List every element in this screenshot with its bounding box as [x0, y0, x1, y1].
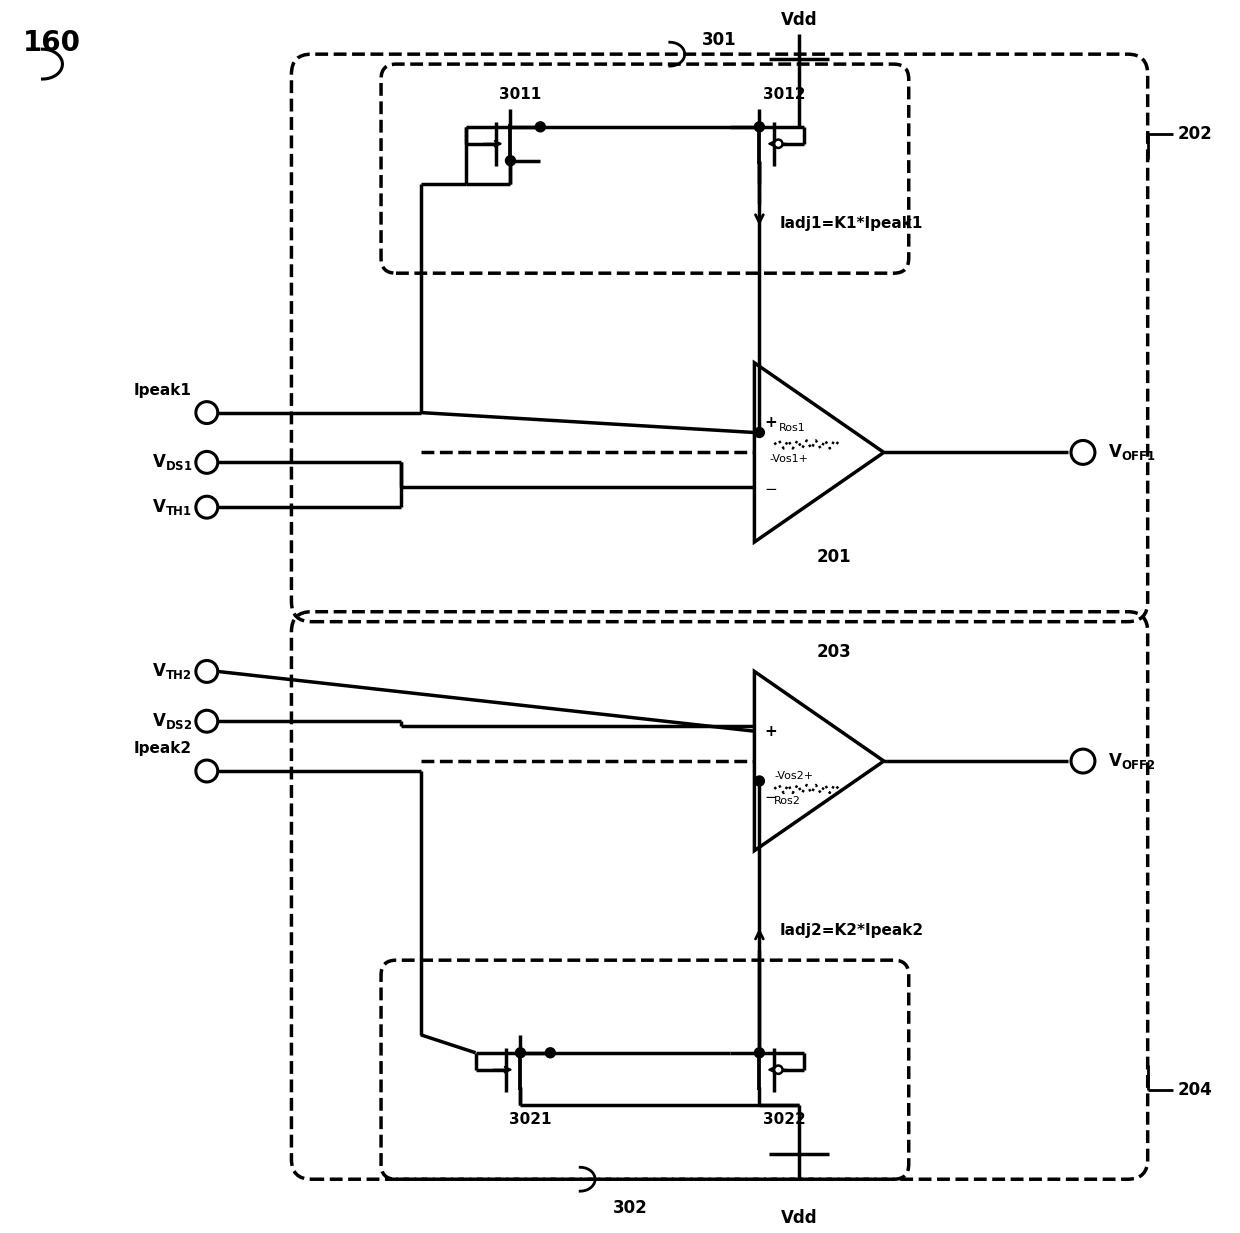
Text: $\mathbf{V_{OFF1}}$: $\mathbf{V_{OFF1}}$ [1107, 443, 1156, 462]
Text: 203: 203 [817, 642, 852, 661]
Text: $\mathbf{V_{DS2}}$: $\mathbf{V_{DS2}}$ [151, 711, 192, 731]
Text: -Vos1+: -Vos1+ [769, 455, 808, 465]
Circle shape [196, 760, 218, 782]
Circle shape [546, 1048, 556, 1058]
Text: 202: 202 [1178, 125, 1213, 143]
Circle shape [516, 1048, 526, 1058]
Text: Ros2: Ros2 [774, 797, 801, 806]
Text: 3012: 3012 [763, 88, 806, 102]
Text: -Vos2+: -Vos2+ [774, 771, 813, 780]
Text: 302: 302 [613, 1200, 647, 1217]
Circle shape [1071, 750, 1095, 773]
Circle shape [196, 402, 218, 424]
Circle shape [754, 776, 764, 785]
Text: $\mathbf{V_{TH1}}$: $\mathbf{V_{TH1}}$ [153, 497, 192, 517]
Circle shape [754, 428, 764, 438]
Circle shape [754, 122, 764, 132]
Text: 3022: 3022 [763, 1112, 806, 1127]
Text: 301: 301 [702, 31, 737, 49]
Text: Iadj1=K1*Ipeak1: Iadj1=K1*Ipeak1 [779, 216, 923, 231]
Circle shape [196, 496, 218, 518]
Text: +: + [764, 416, 777, 430]
Text: +: + [764, 724, 777, 739]
Circle shape [506, 155, 516, 165]
Circle shape [774, 139, 782, 148]
Text: 204: 204 [1178, 1080, 1213, 1099]
Text: Vdd: Vdd [781, 11, 817, 30]
Circle shape [196, 451, 218, 473]
Text: $-$: $-$ [764, 480, 777, 494]
Text: Ipeak1: Ipeak1 [134, 382, 192, 398]
Text: 160: 160 [22, 30, 81, 57]
Text: $\mathbf{V_{OFF2}}$: $\mathbf{V_{OFF2}}$ [1107, 751, 1156, 771]
Circle shape [774, 1065, 782, 1074]
Text: Iadj2=K2*Ipeak2: Iadj2=K2*Ipeak2 [779, 922, 924, 938]
Circle shape [536, 122, 546, 132]
Circle shape [196, 661, 218, 682]
Text: Ros1: Ros1 [779, 423, 806, 433]
Text: 3021: 3021 [510, 1112, 552, 1127]
Text: Ipeak2: Ipeak2 [134, 741, 192, 756]
Circle shape [1071, 440, 1095, 465]
Circle shape [196, 710, 218, 732]
Text: $\mathbf{V_{TH2}}$: $\mathbf{V_{TH2}}$ [153, 661, 192, 682]
Text: $\mathbf{V_{DS1}}$: $\mathbf{V_{DS1}}$ [151, 453, 192, 472]
Text: Vdd: Vdd [781, 1210, 817, 1227]
Text: 3011: 3011 [500, 88, 542, 102]
Text: $-$: $-$ [764, 788, 777, 804]
Circle shape [754, 1048, 764, 1058]
Text: 201: 201 [817, 547, 852, 566]
